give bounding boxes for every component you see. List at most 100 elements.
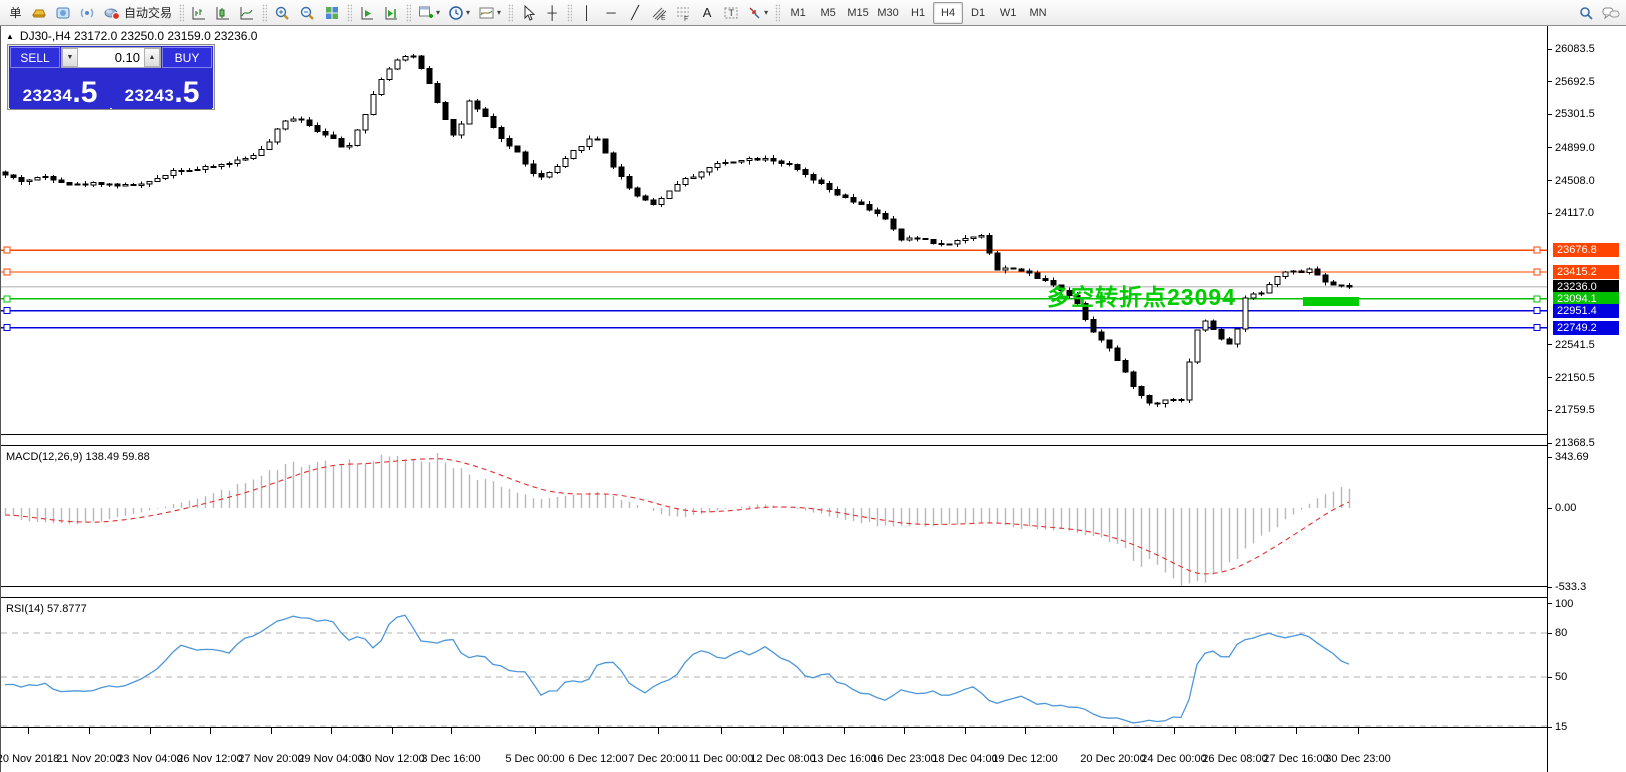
text-icon[interactable]: A: [702, 4, 712, 20]
line-handle[interactable]: [1533, 246, 1541, 254]
volume-input[interactable]: [78, 48, 144, 67]
macd-label: MACD(12,26,9) 138.49 59.88: [6, 451, 150, 463]
text-label-icon[interactable]: T: [719, 2, 743, 24]
timeframe-m15[interactable]: M15: [847, 6, 869, 19]
price-tag: 23676.8: [1553, 243, 1619, 258]
autotrading-button[interactable]: 自动交易: [99, 2, 176, 24]
time-label: 30 Nov 12:00: [359, 753, 425, 765]
line-handle[interactable]: [3, 324, 11, 332]
arrows-icon[interactable]: ▾: [743, 2, 772, 24]
time-tick: [451, 728, 452, 734]
annotation-text[interactable]: 多空转折点23094: [1047, 284, 1236, 310]
market-watch-icon[interactable]: [51, 2, 75, 24]
timeframe-w1[interactable]: W1: [999, 6, 1017, 19]
pane-splitter-rsi[interactable]: [1, 586, 1547, 598]
candlestick-chart-icon[interactable]: [211, 2, 235, 24]
line-handle[interactable]: [1533, 307, 1541, 315]
tile-windows-icon[interactable]: [320, 2, 344, 24]
time-tick: [535, 728, 536, 734]
chart-window[interactable]: ▲ DJ30-,H4 23172.0 23250.0 23159.0 23236…: [0, 26, 1626, 772]
bar-chart-icon[interactable]: [187, 2, 211, 24]
vertical-line-icon[interactable]: │: [583, 4, 592, 20]
main-chart-plot[interactable]: [1, 26, 1547, 434]
buy-price-display[interactable]: 23243.5: [112, 70, 212, 109]
annotation-rectangle[interactable]: [1303, 297, 1359, 306]
timeframe-h1[interactable]: H1: [911, 6, 926, 19]
line-handle[interactable]: [3, 307, 11, 315]
gold-order-icon[interactable]: [26, 2, 51, 24]
rsi-tick: 80: [1548, 627, 1567, 640]
timeframe-m5[interactable]: M5: [820, 6, 836, 19]
sell-price-display[interactable]: 23234.5: [10, 70, 110, 109]
time-label: 3 Dec 16:00: [421, 753, 481, 765]
price-tag: 22951.4: [1553, 303, 1619, 318]
trendline-icon[interactable]: ╱: [631, 4, 639, 20]
time-label: 16 Dec 23:00: [871, 753, 937, 765]
price-axis[interactable]: 26083.5 25692.5 25301.5 24899.0 24508.0 24117…: [1547, 26, 1626, 772]
time-tick: [1358, 728, 1359, 734]
equidistant-channel-icon[interactable]: E: [647, 2, 671, 24]
price-tick: 24899.0: [1548, 141, 1595, 154]
time-label: 20 Dec 20:00: [1080, 753, 1146, 765]
template-icon[interactable]: ▾: [474, 2, 505, 24]
sell-button[interactable]: SELL: [10, 47, 60, 68]
volume-decrease-button[interactable]: ▼: [62, 48, 78, 67]
arrows-icon-dropdown-caret[interactable]: ▾: [764, 8, 769, 17]
add-indicator-icon-dropdown-caret[interactable]: ▾: [436, 8, 441, 17]
time-label: 7 Dec 20:00: [628, 753, 688, 765]
time-label: 11 Dec 00:00: [688, 753, 754, 765]
timeframe-mn[interactable]: MN: [1029, 6, 1047, 19]
line-chart-icon[interactable]: [235, 2, 259, 24]
line-handle[interactable]: [1533, 324, 1541, 332]
search-icon[interactable]: [1574, 2, 1598, 24]
timeframe-m1[interactable]: M1: [790, 6, 806, 19]
macd-histogram: [4, 453, 1351, 586]
rsi-indicator-plot[interactable]: [1, 598, 1547, 727]
crosshair-icon[interactable]: ┼: [547, 4, 557, 20]
periods-icon-dropdown-caret[interactable]: ▾: [466, 8, 471, 17]
add-indicator-icon[interactable]: ▾: [414, 2, 444, 24]
toolbar-separator: [347, 3, 353, 22]
line-handle[interactable]: [1533, 268, 1541, 276]
chart-shift-icon[interactable]: [379, 2, 403, 24]
timeframe-d1[interactable]: D1: [971, 6, 986, 19]
buy-button[interactable]: BUY: [162, 47, 212, 68]
timeframe-m30[interactable]: M30: [877, 6, 899, 19]
zoom-out-icon[interactable]: [295, 2, 320, 24]
horizontal-line-icon[interactable]: ─: [606, 4, 616, 20]
chat-icon[interactable]: [1598, 2, 1624, 24]
time-axis[interactable]: 20 Nov 2018 21 Nov 20:00 23 Nov 04:00 26 No…: [0, 727, 1547, 772]
line-handle[interactable]: [3, 268, 11, 276]
toolbar-separator: [179, 3, 185, 22]
time-label: 20 Nov 2018: [0, 753, 60, 765]
buy-price-main: 23243: [124, 86, 175, 105]
price-tag: 23094.1: [1553, 291, 1619, 306]
time-tick: [1174, 728, 1175, 734]
cursor-icon[interactable]: [516, 2, 540, 24]
line-handle[interactable]: [3, 295, 11, 303]
periods-icon[interactable]: ▾: [444, 2, 474, 24]
fibonacci-icon[interactable]: F: [671, 2, 695, 24]
collapse-panel-icon[interactable]: ▲: [6, 31, 14, 41]
new-order-button[interactable]: 单: [9, 6, 22, 20]
line-handle[interactable]: [1533, 295, 1541, 303]
time-label: 27 Dec 16:00: [1263, 753, 1329, 765]
zoom-in-icon[interactable]: [270, 2, 295, 24]
signals-icon[interactable]: [75, 2, 99, 24]
macd-indicator-plot[interactable]: [1, 446, 1547, 586]
time-tick: [965, 728, 966, 734]
time-tick: [1235, 728, 1236, 734]
toolbar: 单 自动交易 ▾ ▾ ▾ ┼ │ ─ ╱ E F A T ▾ M1 M5 M15 M30 H1 H4 D1 W1 MN: [0, 0, 1626, 26]
macd-tick: 0.00: [1548, 502, 1576, 515]
time-tick: [721, 728, 722, 734]
timeframe-h4[interactable]: H4: [933, 1, 964, 24]
volume-increase-button[interactable]: ▲: [144, 48, 160, 67]
pane-splitter-macd[interactable]: [1, 434, 1547, 446]
price-tick: 21368.5: [1548, 437, 1595, 450]
line-handle[interactable]: [3, 246, 11, 254]
auto-scroll-icon[interactable]: [355, 2, 379, 24]
time-tick: [89, 728, 90, 734]
template-icon-dropdown-caret[interactable]: ▾: [497, 8, 502, 17]
time-tick: [331, 728, 332, 734]
price-tick: 26083.5: [1548, 43, 1595, 56]
